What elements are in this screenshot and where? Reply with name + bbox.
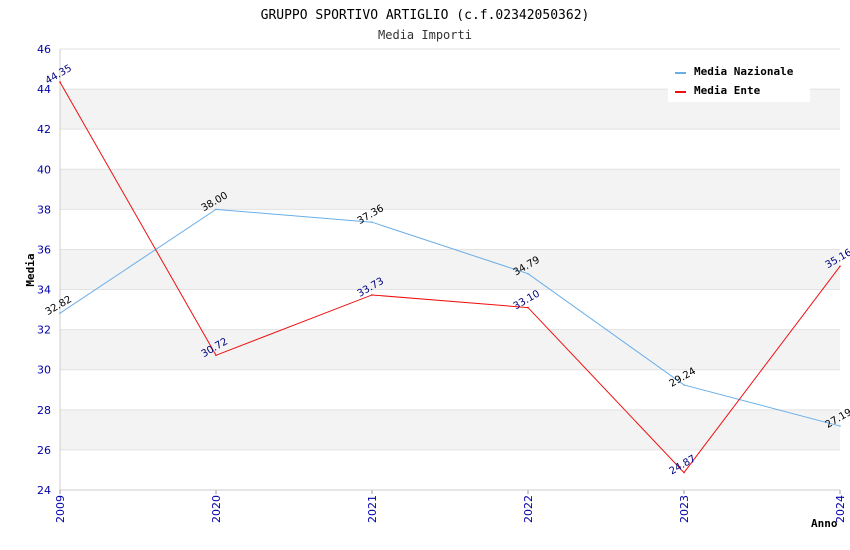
x-tick-label: 2024 — [834, 495, 847, 523]
y-axis-ticks: 24 26 28 30 32 34 36 38 40 42 44 46 — [37, 43, 51, 497]
x-tick-label: 2009 — [54, 495, 67, 523]
legend-label-media-nazionale: Media Nazionale — [694, 65, 794, 78]
x-axis-ticks: 2009 2020 2021 2022 2023 2024 — [54, 490, 847, 523]
y-tick-label: 46 — [37, 43, 51, 56]
data-point — [371, 221, 373, 223]
grid-band — [60, 209, 840, 250]
grid-band — [60, 249, 840, 290]
y-tick-label: 32 — [37, 324, 51, 337]
y-tick-label: 30 — [37, 364, 51, 377]
x-tick-label: 2023 — [678, 495, 691, 523]
data-point — [839, 425, 841, 427]
data-point — [59, 81, 61, 83]
grid-band — [60, 449, 840, 490]
legend-label-media-ente: Media Ente — [694, 84, 761, 97]
chart-subtitle: Media Importi — [378, 28, 472, 42]
grid-band — [60, 329, 840, 370]
data-point — [527, 306, 529, 309]
data-point — [683, 384, 685, 386]
data-point — [59, 312, 61, 314]
chart-title: GRUPPO SPORTIVO ARTIGLIO (c.f.0234205036… — [261, 8, 590, 23]
series-group — [59, 81, 841, 474]
data-point — [683, 471, 685, 474]
grid-band — [60, 129, 840, 170]
grid-band — [60, 169, 840, 210]
series-line — [59, 208, 841, 427]
data-point — [371, 294, 373, 296]
y-tick-label: 28 — [37, 404, 51, 417]
grid-bands — [60, 48, 840, 491]
y-tick-label: 34 — [37, 284, 51, 297]
y-tick-label: 36 — [37, 243, 51, 256]
y-tick-label: 26 — [37, 444, 51, 457]
legend: Media Nazionale Media Ente — [668, 60, 810, 102]
y-axis-label: Media — [24, 253, 37, 286]
y-tick-label: 24 — [37, 484, 51, 497]
grid-band — [60, 289, 840, 330]
y-tick-label: 40 — [37, 163, 51, 176]
x-tick-label: 2022 — [522, 495, 535, 523]
legend-background — [668, 60, 810, 102]
y-tick-label: 42 — [37, 123, 51, 136]
grid-band — [60, 409, 840, 450]
data-point — [215, 354, 217, 357]
series-line — [59, 81, 841, 474]
data-point — [839, 265, 841, 268]
data-point — [215, 208, 217, 211]
x-tick-label: 2021 — [366, 495, 379, 523]
data-point — [527, 272, 529, 275]
x-axis-label: Anno — [811, 517, 838, 530]
y-tick-label: 38 — [37, 203, 51, 216]
grid-band — [60, 369, 840, 410]
x-tick-label: 2020 — [210, 495, 223, 523]
y-tick-label: 44 — [37, 83, 51, 96]
